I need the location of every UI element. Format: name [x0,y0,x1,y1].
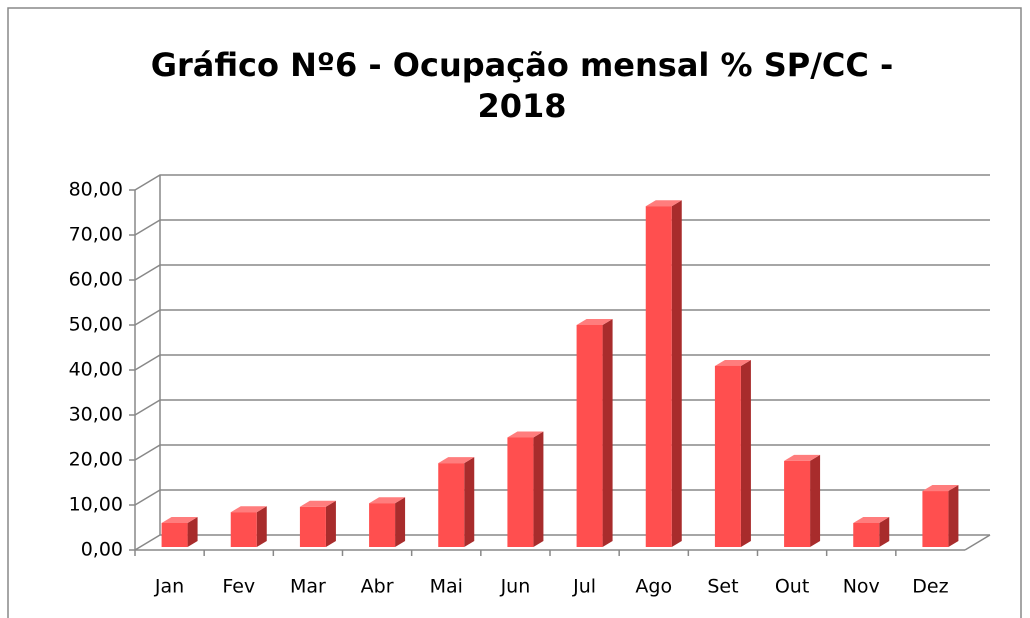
bar [230,512,257,547]
x-tick-label: Ago [635,576,672,598]
bar-top [645,200,682,207]
x-tick-label: Jan [154,576,184,598]
bar-top [853,517,890,523]
bar-side [395,497,406,547]
grid-line [134,534,990,551]
bar-side [810,454,821,547]
bar [299,506,326,547]
y-tick-label: 50,00 [69,314,123,336]
x-tick-label: Jul [572,576,596,598]
x-tick-label: Mar [290,576,326,598]
bar-side [948,485,959,547]
bar [507,437,534,547]
bar-side [256,506,267,547]
bar [161,523,188,547]
bar-top [438,457,475,464]
bar-top [369,497,406,504]
bar-side [533,431,544,547]
x-tick-label: Dez [912,576,948,598]
x-tick-label: Jun [500,576,531,598]
x-tick-label: Abr [361,576,394,598]
chart-subtitle: 2018 [477,87,566,125]
y-tick-label: 20,00 [69,449,123,471]
grid-line [134,174,990,191]
bar [853,523,880,547]
y-tick-label: 60,00 [69,269,123,291]
x-tick-label: Set [707,576,738,598]
bar [645,206,672,547]
bar-side [325,500,336,547]
bar [922,491,949,547]
x-tick-label: Out [775,576,809,598]
grid-line [134,354,990,371]
x-tick-label: Nov [843,576,880,598]
floor-edge [964,534,991,551]
y-tick-label: 70,00 [69,224,123,246]
bar-side [740,359,751,547]
bar-top [161,517,198,523]
grid-line [134,489,990,506]
grid-line [134,309,990,326]
y-tick-label: 30,00 [69,404,123,426]
grid-line [134,444,990,461]
y-tick-label: 10,00 [69,494,123,516]
bar [576,325,603,547]
bar-top [230,506,267,513]
x-tick-label: Fev [222,576,255,598]
bar-side [187,517,198,547]
grid-line [134,264,990,281]
chart-title: Gráfico Nº6 - Ocupação mensal % SP/CC - [151,46,894,84]
bar [438,463,465,547]
y-tick-label: 0,00 [81,539,123,561]
y-tick-label: 40,00 [69,359,123,381]
y-tick-label: 80,00 [69,179,123,201]
bar-top [714,359,751,366]
bar [369,503,396,547]
bar [714,365,741,547]
bar-top [299,500,336,507]
bar-side [464,457,475,547]
bar-top [507,431,544,438]
bar-top [576,319,613,325]
x-tick-label: Mai [430,576,463,598]
grid-line [134,219,990,236]
bar [784,460,811,547]
bar-side [879,517,890,547]
grid-line [134,399,990,416]
bar-top [784,454,821,461]
bar-side [671,200,682,547]
bar-side [602,319,613,547]
bar-top [922,485,959,492]
